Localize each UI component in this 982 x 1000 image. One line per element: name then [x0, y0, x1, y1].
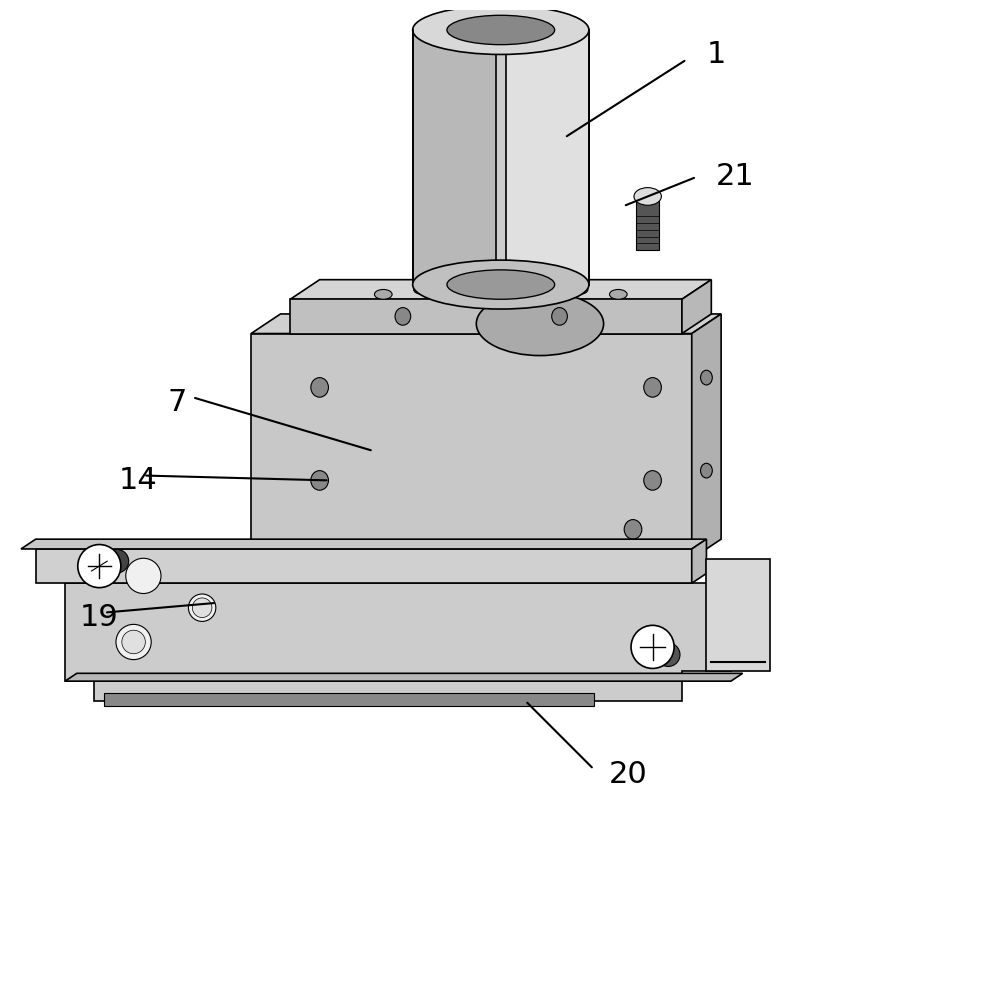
Text: 1: 1: [706, 40, 726, 69]
Circle shape: [631, 625, 674, 668]
Polygon shape: [104, 693, 594, 706]
Polygon shape: [706, 559, 770, 671]
Ellipse shape: [700, 370, 712, 385]
Circle shape: [657, 643, 680, 666]
Ellipse shape: [413, 285, 431, 294]
Text: 14: 14: [119, 466, 158, 495]
Ellipse shape: [374, 289, 392, 299]
Polygon shape: [65, 673, 742, 681]
Ellipse shape: [311, 471, 328, 490]
Circle shape: [105, 549, 129, 573]
Circle shape: [126, 558, 161, 594]
Circle shape: [189, 594, 216, 621]
Ellipse shape: [311, 378, 328, 397]
Circle shape: [122, 630, 145, 654]
Ellipse shape: [644, 471, 662, 490]
Polygon shape: [251, 334, 691, 559]
Polygon shape: [506, 30, 589, 285]
Ellipse shape: [700, 463, 712, 478]
Ellipse shape: [447, 15, 555, 45]
Polygon shape: [412, 30, 496, 285]
Ellipse shape: [552, 308, 568, 325]
Polygon shape: [35, 549, 691, 583]
Polygon shape: [251, 314, 721, 334]
Circle shape: [78, 545, 121, 588]
Ellipse shape: [634, 188, 662, 205]
Polygon shape: [682, 280, 711, 334]
Polygon shape: [691, 314, 721, 559]
Polygon shape: [65, 583, 731, 701]
Ellipse shape: [412, 5, 589, 54]
Polygon shape: [21, 539, 706, 549]
Text: 19: 19: [80, 603, 119, 632]
Polygon shape: [291, 280, 711, 299]
Circle shape: [192, 598, 212, 618]
Text: 7: 7: [168, 388, 188, 417]
Text: 21: 21: [716, 162, 755, 191]
Circle shape: [116, 624, 151, 660]
Ellipse shape: [610, 289, 627, 299]
Ellipse shape: [571, 285, 588, 294]
Ellipse shape: [447, 270, 555, 299]
Ellipse shape: [395, 308, 410, 325]
Polygon shape: [636, 201, 660, 250]
Ellipse shape: [412, 260, 589, 309]
Polygon shape: [291, 299, 682, 334]
Ellipse shape: [644, 378, 662, 397]
Polygon shape: [412, 30, 589, 285]
Text: 20: 20: [609, 760, 647, 789]
Polygon shape: [691, 539, 706, 583]
Ellipse shape: [476, 292, 604, 356]
Ellipse shape: [625, 520, 642, 539]
